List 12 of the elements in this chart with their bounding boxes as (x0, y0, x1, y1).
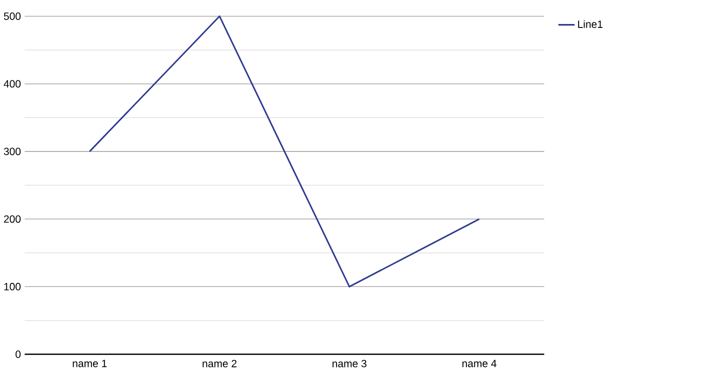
legend-label: Line1 (578, 20, 602, 28)
y-tick-label: 0 (16, 350, 21, 358)
y-tick-label: 300 (4, 148, 21, 156)
x-tick-label: name 2 (202, 360, 236, 368)
line-series (88, 16, 480, 288)
y-tick-label: 200 (4, 215, 21, 223)
y-tick-label: 100 (4, 282, 21, 290)
y-tick-label: 500 (4, 12, 21, 20)
x-tick-label: name 3 (332, 360, 366, 368)
y-tick-label: 400 (4, 80, 21, 88)
x-tick-label: name 1 (72, 360, 107, 368)
x-tick-label: name 4 (462, 360, 496, 368)
